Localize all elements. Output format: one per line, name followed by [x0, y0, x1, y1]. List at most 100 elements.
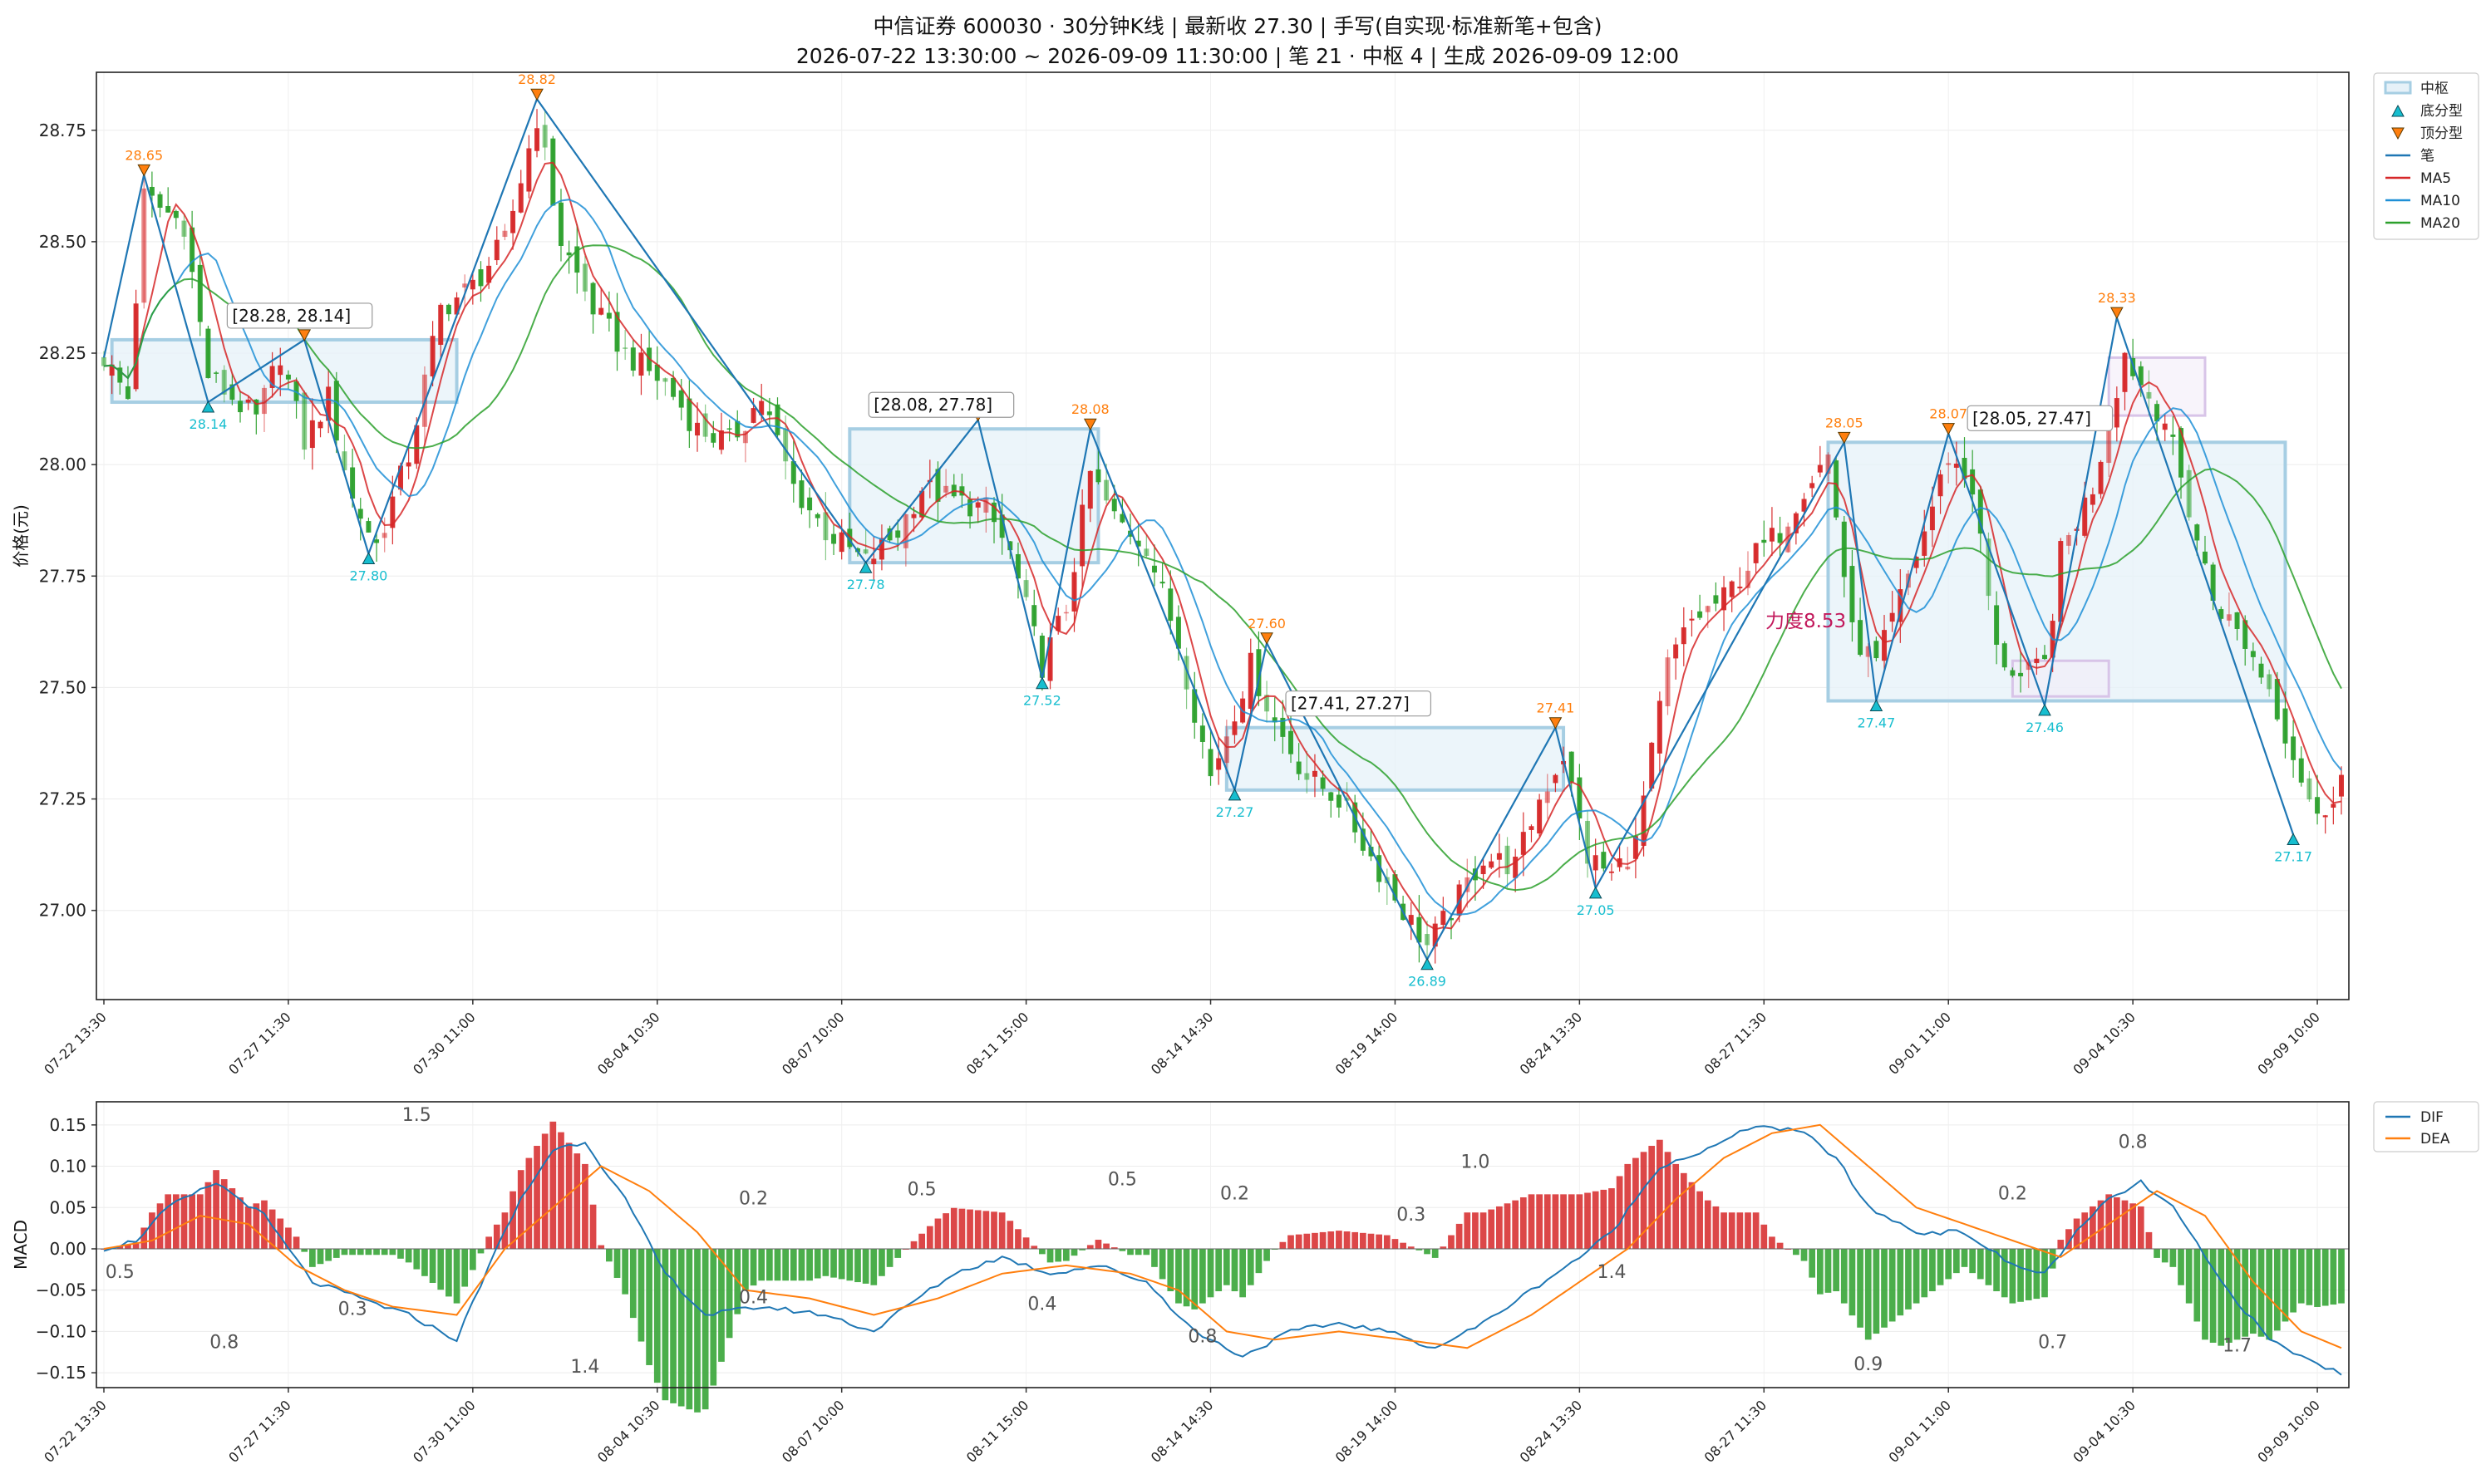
candle-body	[1585, 820, 1591, 864]
macd-hist-bar	[389, 1248, 396, 1256]
macd-axis-label: MACD	[11, 1220, 31, 1270]
candle-body	[1577, 777, 1583, 818]
macd-hist-bar	[1479, 1212, 1487, 1249]
macd-hist-bar	[285, 1227, 292, 1249]
macd-hist-bar	[317, 1248, 324, 1265]
macd-segment-label: 0.8	[209, 1332, 239, 1353]
macd-hist-bar	[132, 1242, 140, 1249]
top-fractal-marker	[1083, 418, 1097, 431]
candle-body	[2267, 674, 2272, 690]
macd-hist-bar	[1351, 1231, 1359, 1249]
top-fractal-marker	[137, 164, 151, 177]
macd-hist-bar	[1688, 1182, 1696, 1249]
candle-body	[1360, 828, 1366, 851]
macd-hist-bar	[1231, 1248, 1238, 1292]
macd-hist-bar	[1560, 1194, 1567, 1249]
candle-body	[1601, 852, 1607, 869]
candle-body	[285, 374, 291, 380]
macd-hist-bar	[2321, 1248, 2329, 1306]
candle-body	[1849, 566, 1855, 622]
macd-hist-bar	[1079, 1248, 1086, 1251]
macd-hist-bar	[1175, 1248, 1182, 1304]
candle-body	[598, 307, 604, 315]
candle-body	[1865, 646, 1871, 657]
macd-hist-bar	[934, 1218, 942, 1249]
macd-hist-bar	[879, 1248, 885, 1276]
candle-body	[1520, 832, 1526, 855]
macd-hist-bar	[854, 1248, 861, 1283]
candle-body	[390, 496, 396, 528]
candle-body	[1721, 587, 1727, 611]
candle-body	[2258, 663, 2264, 678]
candle-body	[149, 186, 155, 196]
macd-segment-label: 0.5	[908, 1179, 937, 1200]
price-xtick-label: 08-14 14:30	[1148, 1009, 1217, 1078]
macd-hist-bar	[806, 1248, 813, 1281]
candle-body	[2291, 736, 2296, 760]
macd-hist-bar	[870, 1248, 878, 1285]
candle-body	[1649, 742, 1655, 789]
macd-hist-bar	[1616, 1176, 1623, 1249]
macd-panel: −0.15 −0.10 −0.05 0.00 0.05 0.10 0.15 07-22 13:…	[11, 1101, 2479, 1466]
macd-hist-bar	[213, 1170, 219, 1249]
macd-hist-bar	[918, 1233, 926, 1249]
candle-body	[1834, 460, 1839, 518]
macd-hist-bar	[1816, 1248, 1824, 1295]
macd-hist-bar	[662, 1248, 669, 1401]
macd-xtick-label: 07-27 11:30	[225, 1397, 294, 1466]
macd-hist-bar	[261, 1200, 268, 1249]
candle-body	[2018, 672, 2024, 676]
macd-hist-bar	[1367, 1233, 1375, 1249]
candle-body	[1513, 857, 1519, 878]
candle-body	[1977, 489, 1983, 534]
candle-body	[1777, 533, 1783, 543]
candle-body	[133, 303, 139, 390]
macd-hist-bar	[220, 1179, 228, 1249]
macd-hist-bar	[1976, 1248, 1984, 1280]
macd-hist-bar	[1648, 1146, 1656, 1249]
candle-body	[2098, 461, 2104, 494]
candle-body	[671, 377, 677, 397]
candle-body	[2306, 778, 2312, 800]
candle-body	[807, 497, 813, 511]
macd-hist-bar	[1239, 1248, 1246, 1298]
candle-body	[1151, 565, 1157, 572]
macd-hist-bar	[1640, 1152, 1647, 1249]
price-content: 28.65 28.14 27.80 28.82 27.78 27.52 28.08 27.27…	[101, 72, 2344, 990]
macd-hist-bar	[2097, 1200, 2104, 1249]
candle-body	[919, 490, 925, 518]
candle-body	[1047, 637, 1053, 681]
candle-body	[1753, 543, 1759, 563]
bottom-fractal-marker	[859, 561, 873, 573]
candle-body	[502, 230, 508, 238]
macd-hist-bar	[926, 1226, 933, 1249]
macd-hist-bar	[1592, 1191, 1599, 1249]
macd-hist-bar	[2297, 1248, 2305, 1304]
candle-body	[261, 387, 267, 415]
macd-hist-bar	[1376, 1234, 1383, 1249]
macd-hist-bar	[814, 1248, 821, 1279]
macd-hist-bar	[758, 1248, 765, 1281]
macd-xtick-label: 08-07 10:00	[779, 1397, 848, 1466]
macd-hist-bar	[1496, 1206, 1503, 1249]
candle-body	[1673, 644, 1679, 659]
price-ytick-label: 27.50	[39, 677, 86, 697]
candle-body	[1175, 617, 1181, 649]
macd-hist-bar	[798, 1248, 805, 1281]
top-fractal-label: 27.60	[1248, 616, 1286, 631]
macd-hist-bar	[1712, 1206, 1720, 1249]
macd-hist-bar	[1576, 1194, 1583, 1249]
price-xtick-label: 09-04 10:30	[2070, 1009, 2139, 1078]
legend-label: MA5	[2420, 170, 2451, 187]
macd-hist-bar	[943, 1213, 949, 1249]
price-xtick-label: 09-09 10:00	[2254, 1009, 2323, 1078]
candle-body	[382, 533, 387, 538]
legend-label: DIF	[2420, 1109, 2444, 1126]
macd-hist-bar	[950, 1207, 957, 1249]
macd-hist-bar	[1873, 1248, 1880, 1334]
candle-body	[1120, 514, 1125, 523]
candle-body	[582, 263, 588, 292]
candle-body	[1472, 868, 1478, 881]
zhongshu-label-box	[1967, 405, 2114, 431]
candle-body	[623, 347, 628, 349]
